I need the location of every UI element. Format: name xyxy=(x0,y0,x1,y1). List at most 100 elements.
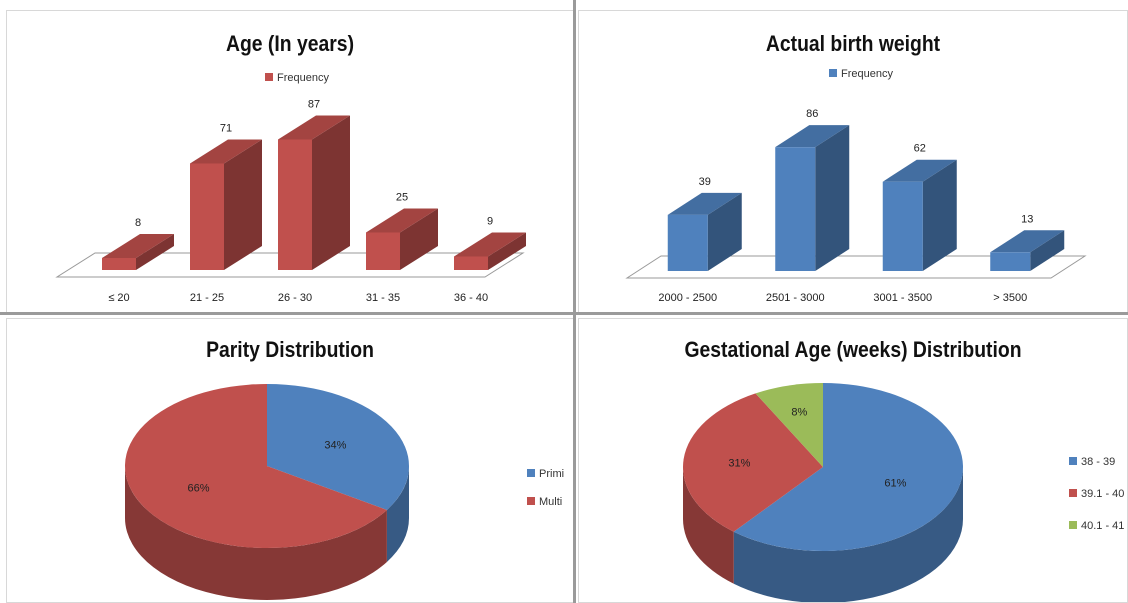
pie-wall xyxy=(683,467,734,584)
bar-side xyxy=(136,234,174,270)
tick-label: 26 - 30 xyxy=(278,292,312,304)
bar-side xyxy=(815,125,850,271)
data-label: 39 xyxy=(699,176,711,188)
panel-divider-horizontal xyxy=(0,312,1128,315)
bar xyxy=(882,159,957,271)
bar-top xyxy=(667,192,742,215)
bar-top xyxy=(454,232,526,257)
bar-front xyxy=(278,139,312,270)
panel-divider-vertical xyxy=(573,0,576,603)
birth-weight-chart-panel: Actual birth weight Frequency 39 2000 - 25… xyxy=(578,10,1128,313)
bar-front xyxy=(990,252,1031,271)
age-bar-chart: Frequency 8 ≤ 20 71 21 - 25 87 26 - 30 25 31 - 3… xyxy=(55,72,526,304)
pie-walls xyxy=(683,467,963,602)
bar-top xyxy=(775,125,850,148)
age-chart-title: Age (In years) xyxy=(225,31,355,56)
tick-label: 31 - 35 xyxy=(366,292,400,304)
bar xyxy=(278,115,350,270)
data-label: 25 xyxy=(396,192,408,204)
tick-label: > 3500 xyxy=(993,292,1027,304)
bar xyxy=(454,232,526,270)
legend-swatch xyxy=(527,469,535,477)
pie-slice xyxy=(733,383,963,551)
bar xyxy=(775,125,850,271)
bar-side xyxy=(400,208,438,270)
data-label: 71 xyxy=(220,123,232,135)
bar-top xyxy=(990,230,1065,253)
data-label: 8 xyxy=(135,217,141,229)
pie-wall xyxy=(386,466,409,562)
pie-slice xyxy=(683,393,823,532)
bar-side xyxy=(488,232,526,270)
bar-front xyxy=(366,232,400,270)
pie-slice xyxy=(755,383,823,467)
legend-swatch xyxy=(527,497,535,505)
gestational-age-chart-panel: Gestational Age (weeks) Distribution 61%… xyxy=(578,318,1128,603)
bar-front xyxy=(882,181,923,271)
bar-top xyxy=(882,159,957,182)
bar-front xyxy=(775,147,816,271)
tick-label: 2501 - 3000 xyxy=(766,292,825,304)
gestational-age-pie-chart: 61% 31% 8% 38 - 39 39.1 - 40 40.1 - 41 xyxy=(683,383,1124,602)
legend-label: Primi xyxy=(539,468,564,480)
bar-top xyxy=(366,208,438,233)
bar xyxy=(190,139,262,270)
tick-label: 36 - 40 xyxy=(454,292,488,304)
bar-side xyxy=(922,159,957,271)
slice-label: 31% xyxy=(728,457,750,469)
data-label: 9 xyxy=(487,216,493,228)
legend-label: 40.1 - 41 xyxy=(1081,520,1124,532)
bar-top xyxy=(278,115,350,140)
parity-chart-panel: Parity Distribution 34% 66% Primi Multi xyxy=(6,318,574,603)
pie-wall xyxy=(125,466,387,600)
parity-pie-chart: 34% 66% Primi Multi xyxy=(124,384,564,600)
parity-chart-title: Parity Distribution xyxy=(206,337,374,362)
bar-side xyxy=(707,192,742,271)
legend-swatch xyxy=(1069,489,1077,497)
chart-floor xyxy=(625,255,1087,279)
bar-side xyxy=(224,139,262,270)
pie-slice xyxy=(267,384,409,510)
bar xyxy=(366,208,438,270)
bar xyxy=(102,234,174,270)
bar xyxy=(990,230,1065,271)
slice-label: 66% xyxy=(188,483,210,495)
bar-side xyxy=(312,115,350,270)
data-label: 86 xyxy=(806,108,818,120)
gestational-age-chart-title: Gestational Age (weeks) Distribution xyxy=(684,337,1022,362)
bar-top xyxy=(102,234,174,258)
slice-label: 34% xyxy=(324,439,346,451)
legend-swatch xyxy=(1069,457,1077,465)
legend-swatch xyxy=(829,69,837,77)
chart-floor-plane xyxy=(625,255,1087,279)
bar-front xyxy=(190,163,224,270)
legend-label: Frequency xyxy=(277,72,329,84)
legend-label: Multi xyxy=(539,496,562,508)
data-label: 62 xyxy=(914,143,926,155)
legend-label: 38 - 39 xyxy=(1081,456,1115,468)
bar-side xyxy=(1030,230,1065,271)
legend-swatch xyxy=(1069,521,1077,529)
legend-label: Frequency xyxy=(841,68,893,80)
bar-front xyxy=(454,256,488,270)
bar xyxy=(667,192,742,271)
tick-label: 3001 - 3500 xyxy=(873,292,932,304)
birth-weight-chart-title: Actual birth weight xyxy=(765,31,941,56)
age-chart-panel: Age (In years) Frequency 8 ≤ 20 71 21 - 25 87… xyxy=(6,10,574,313)
data-label: 87 xyxy=(308,99,320,111)
bar-front xyxy=(102,258,136,270)
data-label: 13 xyxy=(1021,213,1033,225)
bar-top xyxy=(190,139,262,164)
tick-label: ≤ 20 xyxy=(108,292,129,304)
tick-label: 2000 - 2500 xyxy=(658,292,717,304)
tick-label: 21 - 25 xyxy=(190,292,224,304)
pie-slice xyxy=(124,384,387,548)
slice-label: 61% xyxy=(884,478,906,490)
slice-label: 8% xyxy=(791,407,807,419)
pie-walls xyxy=(125,466,409,600)
birth-weight-bar-chart: Frequency 39 2000 - 2500 86 2501 - 3000 62 300… xyxy=(625,68,1087,304)
bar-front xyxy=(667,214,708,271)
legend-label: 39.1 - 40 xyxy=(1081,488,1124,500)
pie-wall xyxy=(733,467,963,602)
